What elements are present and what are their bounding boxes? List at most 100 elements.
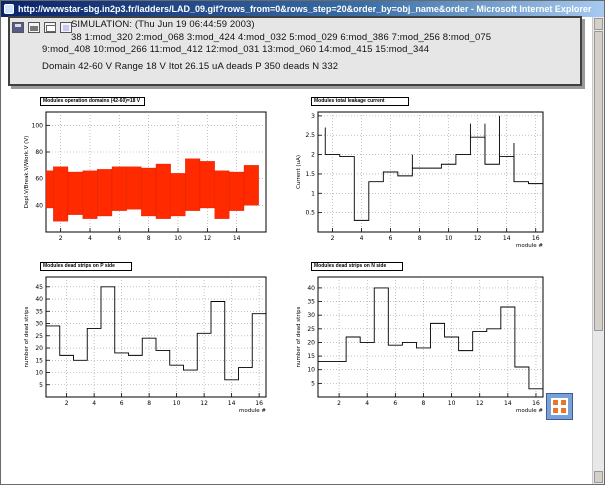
tick-label-y: 80 xyxy=(35,149,43,156)
tick-label-y: 40 xyxy=(307,285,315,292)
tick-label-y: 40 xyxy=(35,202,43,209)
save-icon[interactable] xyxy=(12,22,24,33)
tick-label-x: 2 xyxy=(331,235,335,242)
domain-bar xyxy=(170,173,186,217)
dead-strips-p-chart: 5 10 15 20 25 30 35 40 45 2 4 6 8 10 12 14 16 number of d… xyxy=(24,276,267,414)
tick-label-y: 20 xyxy=(307,339,315,346)
tick-label-y: 2.5 xyxy=(305,132,315,139)
tick-label-y: 40 xyxy=(35,296,43,303)
dead-strips-series-line xyxy=(318,287,543,390)
tick-label-x: 2 xyxy=(65,400,69,407)
tick-label-x: 4 xyxy=(365,400,369,407)
y-axis-label: Current (uA) xyxy=(296,155,302,189)
tick-label-x: 12 xyxy=(476,400,484,407)
plot3-title: Modules dead strips on P side xyxy=(40,262,132,271)
tick-label-y: 45 xyxy=(35,284,43,291)
plot1-title: Modules operation domains (42-60)=18 V xyxy=(40,97,145,106)
zoom-button[interactable] xyxy=(546,393,573,420)
tick-label-y: 15 xyxy=(35,357,43,364)
simulation-header-box xyxy=(8,16,582,86)
tick-label-y: 1 xyxy=(311,190,315,197)
image-toolbar xyxy=(12,22,72,33)
tick-label-x: 4 xyxy=(92,400,96,407)
plot4-title: Modules dead strips on N side xyxy=(311,262,403,271)
tick-label-x: 14 xyxy=(228,400,236,407)
plot-frame xyxy=(45,276,267,398)
plot2-title: Modules total leakage current xyxy=(311,97,409,106)
ie-app-icon xyxy=(4,4,14,14)
window-title: http://wwwstar-sbg.in2p3.fr/ladders/LAD_… xyxy=(18,4,592,14)
tick-label-y: 1.5 xyxy=(305,171,315,178)
x-axis-label: module # xyxy=(516,243,543,249)
x-axis-label: module # xyxy=(516,408,543,414)
module-list-line1: 38 1:mod_320 2:mod_068 3:mod_424 4:mod_0… xyxy=(71,32,492,43)
operation-domain-chart: 40 60 80 100 2 4 6 8 10 12 14 Depl.V/Break.V/Work.V… xyxy=(24,111,267,242)
tick-label-y: 35 xyxy=(307,299,315,306)
tick-label-x: 6 xyxy=(393,400,397,407)
tick-label-y: 30 xyxy=(307,312,315,319)
y-axis-label: number of dead strips xyxy=(24,306,30,367)
tick-label-x: 6 xyxy=(389,235,393,242)
tick-label-x: 8 xyxy=(422,400,426,407)
page-content xyxy=(1,17,604,484)
tick-label-y: 15 xyxy=(307,353,315,360)
domain-bar xyxy=(53,166,69,222)
module-list-line2: 9:mod_408 10:mod_266 11:mod_412 12:mod_0… xyxy=(42,44,430,55)
tick-label-x: 8 xyxy=(418,235,422,242)
domain-bar xyxy=(185,158,201,211)
dead-strips-n-chart: 5 10 15 20 25 30 35 40 2 4 6 8 10 12 14 16 number of dea… xyxy=(296,276,544,414)
plot-frame xyxy=(317,111,544,233)
scroll-thumb[interactable] xyxy=(594,31,603,331)
tick-label-x: 14 xyxy=(503,235,511,242)
tick-label-y: 20 xyxy=(35,345,43,352)
tick-label-y: 25 xyxy=(307,326,315,333)
domain-summary: Domain 42-60 V Range 18 V Itot 26.15 uA … xyxy=(42,61,339,72)
tick-label-y: 25 xyxy=(35,333,43,340)
tick-label-y: 0.5 xyxy=(305,210,315,217)
scroll-down-arrow[interactable] xyxy=(594,471,603,483)
tick-label-x: 4 xyxy=(360,235,364,242)
x-axis-label: module # xyxy=(239,408,266,414)
tick-label-y: 3 xyxy=(311,113,315,120)
domain-bar xyxy=(67,171,83,215)
tick-label-x: 8 xyxy=(147,400,151,407)
tick-label-x: 4 xyxy=(88,235,92,242)
y-axis-label: Depl.V/Break.V/Work.V (V) xyxy=(24,136,30,208)
simulation-title: SIMULATION: (Thu Jun 19 06:44:59 2003) xyxy=(71,19,255,30)
window-titlebar: http://wwwstar-sbg.in2p3.fr/ladders/LAD_… xyxy=(1,1,604,17)
tick-label-x: 12 xyxy=(204,235,212,242)
tick-label-y: 2 xyxy=(311,152,315,159)
domain-bar xyxy=(243,165,259,206)
tick-label-x: 14 xyxy=(504,400,512,407)
tick-label-x: 6 xyxy=(120,400,124,407)
tick-label-x: 10 xyxy=(174,235,182,242)
scroll-up-arrow[interactable] xyxy=(594,18,603,30)
domain-bar xyxy=(111,166,127,211)
domain-bar xyxy=(126,166,142,210)
tick-label-y: 60 xyxy=(35,176,43,183)
vertical-scrollbar[interactable] xyxy=(592,17,604,484)
tick-label-x: 12 xyxy=(200,400,208,407)
zoom-icon xyxy=(551,398,568,415)
tick-label-x: 10 xyxy=(448,400,456,407)
tick-label-x: 2 xyxy=(59,235,63,242)
tick-label-x: 8 xyxy=(147,235,151,242)
domain-bar xyxy=(214,170,230,219)
tick-label-x: 12 xyxy=(474,235,482,242)
tick-label-x: 16 xyxy=(532,235,540,242)
y-axis-label: number of dead strips xyxy=(296,306,302,367)
print-icon[interactable] xyxy=(28,22,40,33)
edit-icon[interactable] xyxy=(60,22,72,33)
tick-label-y: 30 xyxy=(35,321,43,328)
domain-bar xyxy=(141,167,157,217)
mail-icon[interactable] xyxy=(44,22,56,33)
tick-label-x: 6 xyxy=(117,235,121,242)
tick-label-y: 5 xyxy=(39,382,43,389)
tick-label-y: 35 xyxy=(35,308,43,315)
tick-label-x: 14 xyxy=(233,235,241,242)
tick-label-x: 2 xyxy=(337,400,341,407)
dead-strips-series-line xyxy=(46,286,266,381)
domain-bar xyxy=(82,170,98,219)
tick-label-x: 16 xyxy=(532,400,540,407)
tick-label-y: 10 xyxy=(35,370,43,377)
